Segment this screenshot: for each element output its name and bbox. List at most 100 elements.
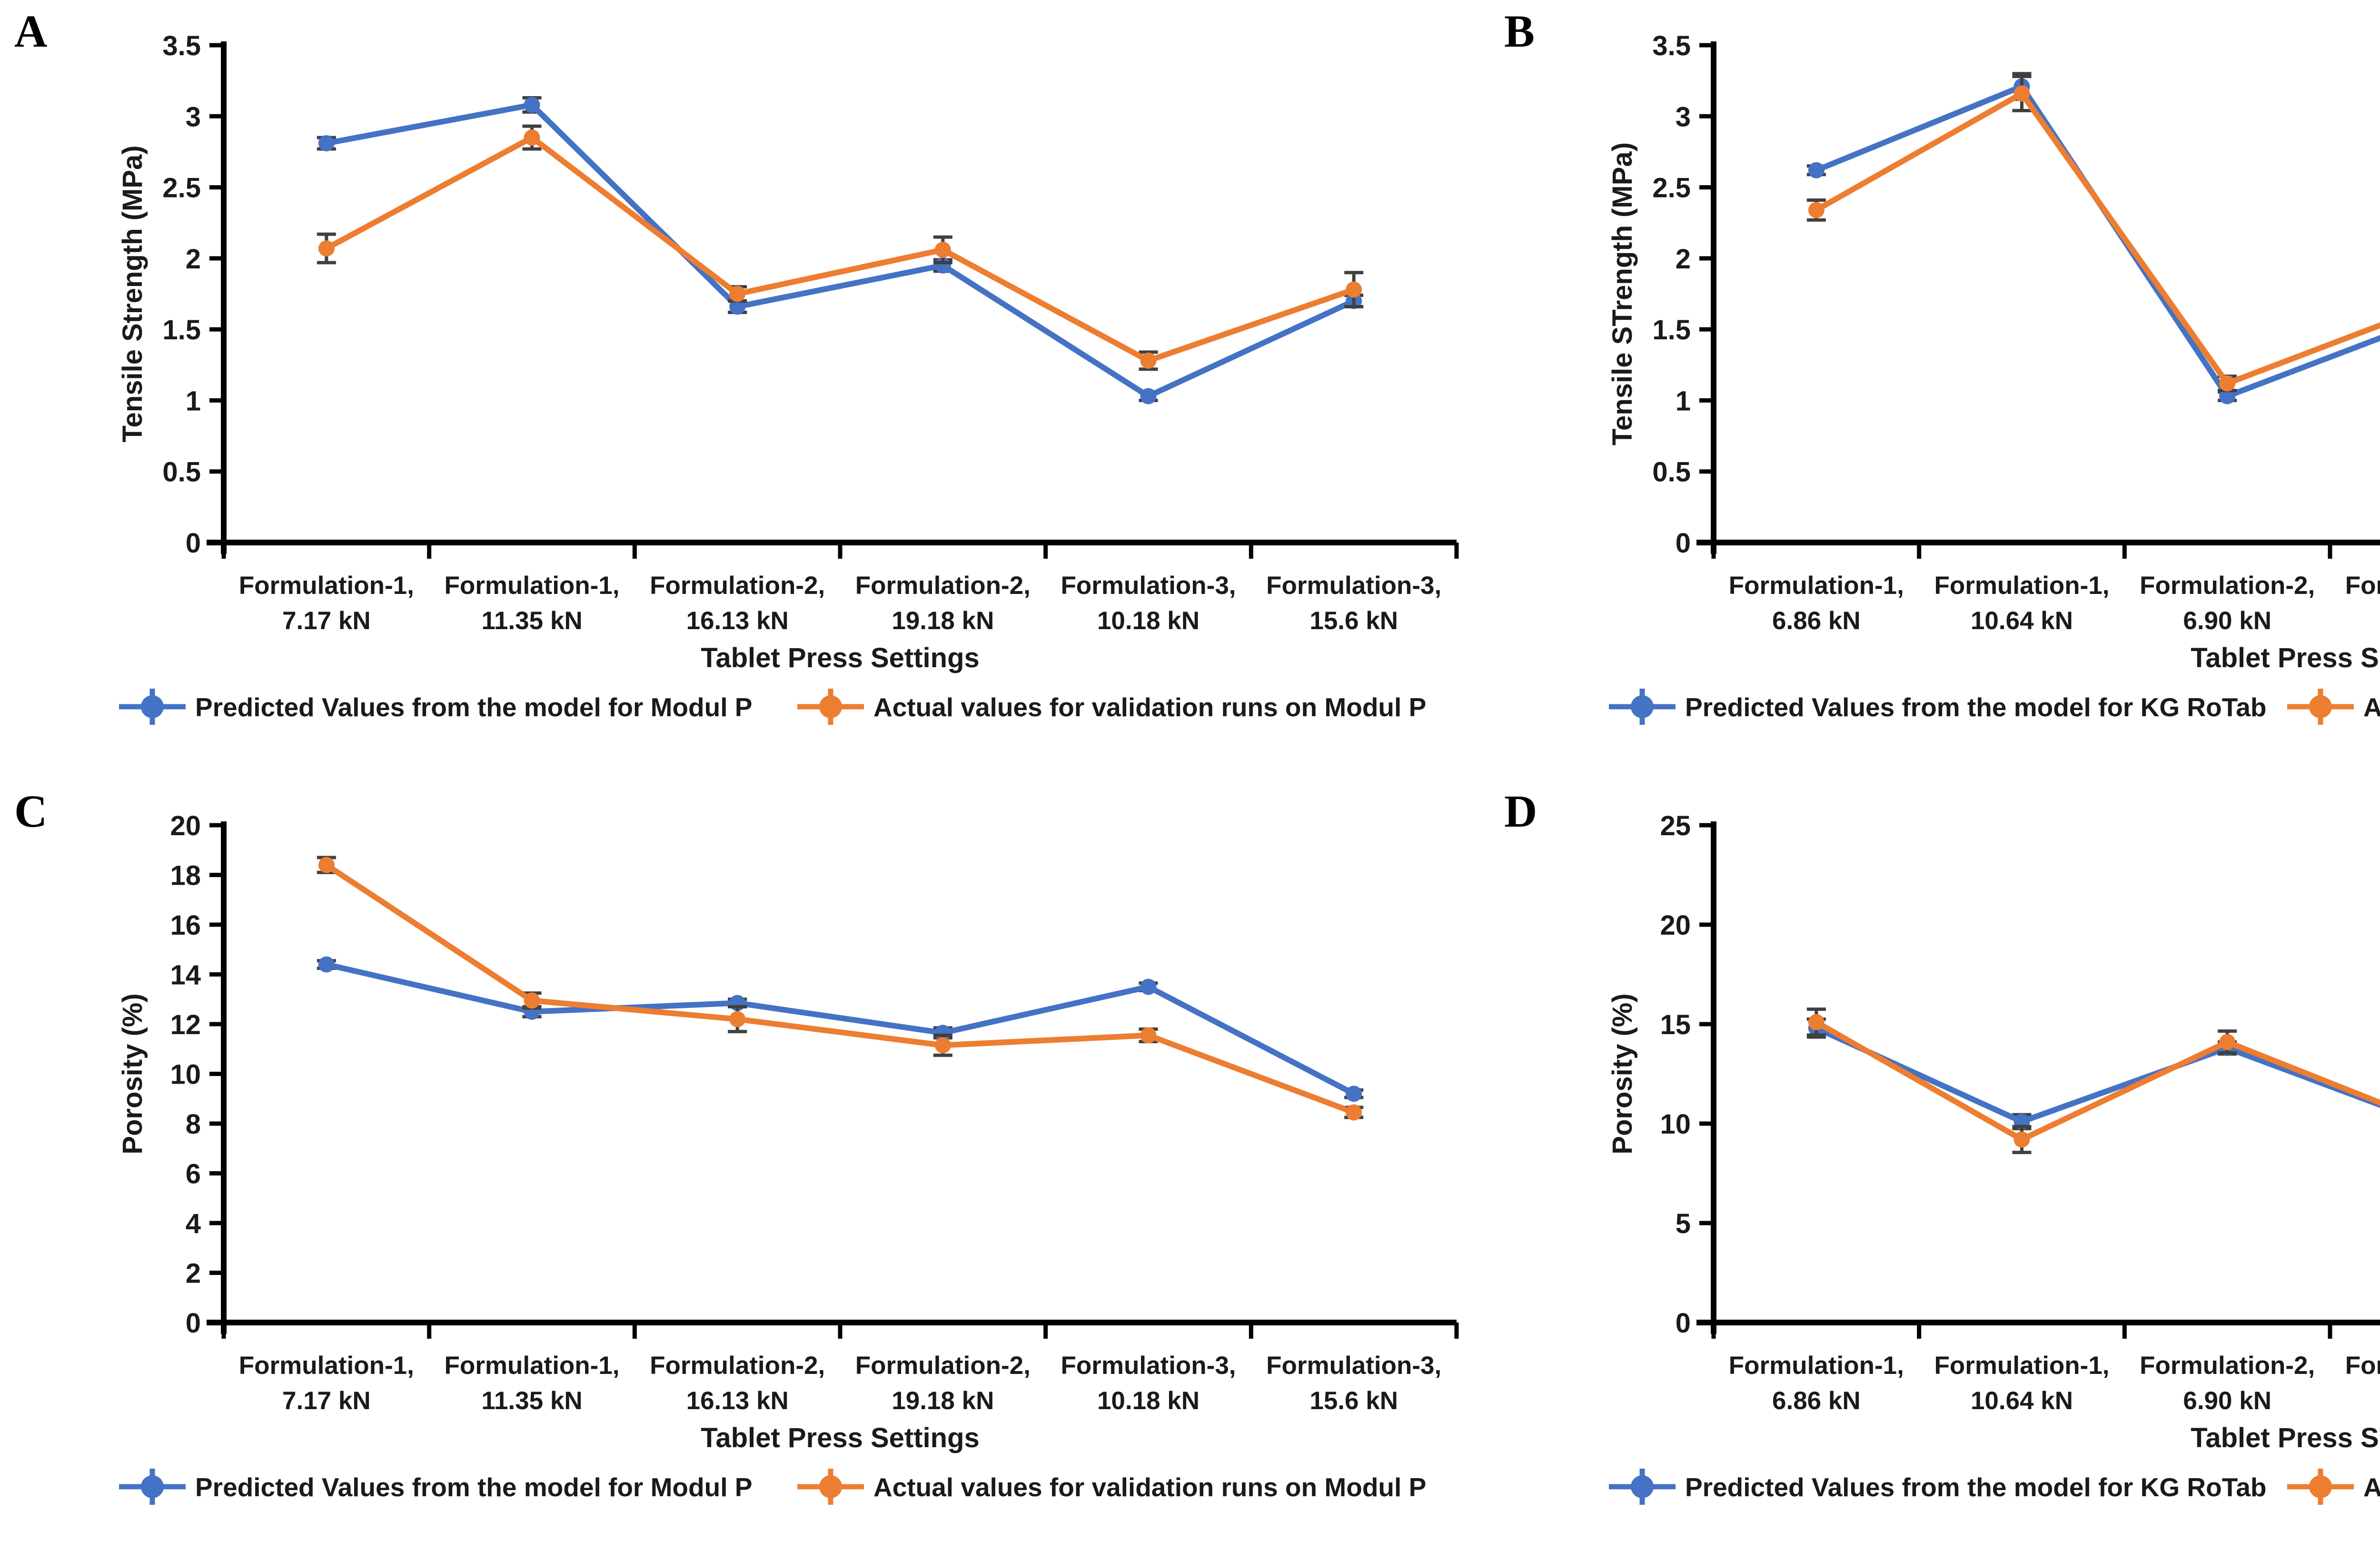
x-category-line2: 11.35 kN	[481, 1387, 582, 1415]
panel-c-label: C	[14, 786, 48, 837]
series-line-2	[323, 135, 1357, 364]
y-tick-label: 20	[170, 810, 201, 841]
y-tick-label: 6	[186, 1159, 201, 1190]
error-bars-series-1	[1806, 72, 2237, 402]
x-category-line1: Formulation-1,	[239, 1352, 414, 1380]
legend-key-marker	[819, 695, 842, 718]
y-axis-title: Tensile Strength (MPa)	[117, 145, 148, 442]
x-category-line1: Formulation-1,	[239, 572, 414, 600]
data-point-marker	[318, 240, 335, 257]
legend-label: Actual values for validation runs on Mod…	[873, 692, 1426, 722]
x-category-line2: 16.13 kN	[686, 1387, 789, 1415]
y-tick-label: 25	[1660, 810, 1691, 841]
x-axis-ticks	[1711, 1323, 2332, 1339]
y-tick-label: 0	[186, 528, 201, 559]
legend-key-marker	[1631, 1475, 1654, 1498]
x-axis-ticks	[221, 1323, 1459, 1339]
series-markers-1	[318, 956, 1362, 1102]
x-category-line1: Formulation-1,	[1729, 572, 1904, 600]
x-category-line1: Formulation-2,	[650, 572, 825, 600]
x-category-labels: Formulation-1, 7.17 kN Formulation-1, 11.35…	[239, 1352, 1441, 1415]
y-axis-title: Tensile STrength (MPa)	[1607, 142, 1638, 445]
series-markers-2	[318, 129, 1362, 369]
y-tick-label: 1.5	[162, 315, 201, 346]
x-category-line2: 10.18 kN	[1097, 1387, 1200, 1415]
y-tick-label: 10	[1660, 1109, 1691, 1140]
x-category-line2: 10.18 kN	[1097, 607, 1200, 635]
x-axis-title: Tablet Press Settings	[701, 1422, 980, 1453]
y-tick-label: 18	[170, 860, 201, 891]
legend-label: Actual values for validation runs on KG …	[2363, 1472, 2380, 1502]
legend-key-marker	[2309, 695, 2332, 718]
legend-label: Predicted Values from the model for Modu…	[195, 1472, 752, 1502]
x-category-line2: 11.35 kN	[481, 607, 582, 635]
data-point-marker	[524, 992, 540, 1009]
y-tick-label: 16	[170, 910, 201, 941]
legend: Predicted Values from the model for KG R…	[1609, 689, 2380, 725]
series-markers-2	[1808, 1014, 2236, 1148]
x-axis-title: Tablet Press Settings	[2191, 1422, 2380, 1453]
x-category-line2: 15.6 kN	[1309, 1387, 1398, 1415]
error-bars-series-2	[1806, 1007, 2237, 1155]
panel-b-label: B	[1504, 6, 1535, 57]
y-tick-label: 14	[170, 960, 201, 991]
x-category-labels: Formulation-1, 7.17 kN Formulation-1, 11.35…	[239, 572, 1441, 635]
x-category-line1: Formulation-1,	[1729, 1352, 1904, 1380]
y-axis-title: Porosity (%)	[117, 993, 148, 1154]
x-category-line2: 6.86 kN	[1772, 607, 1861, 635]
panel-a: A 0 0.5 1 1.5 2 2.5 3 3.5 Formulation-1, 7.17 kN F…	[0, 0, 1490, 780]
legend-key-marker	[819, 1475, 842, 1498]
data-point-marker	[524, 97, 540, 113]
y-tick-label: 1	[1676, 385, 1691, 416]
series-markers-1	[1808, 78, 2236, 405]
legend-label: Predicted Values from the model for Modu…	[195, 692, 752, 722]
x-category-line1: Formulation-1,	[444, 572, 619, 600]
error-bars-series-1	[317, 96, 1364, 402]
panel-a-label: A	[14, 6, 48, 57]
y-tick-label: 0.5	[1652, 457, 1691, 488]
legend-label: Actual values for validation runs on Mod…	[873, 1472, 1426, 1502]
y-tick-label: 3	[1676, 101, 1691, 132]
x-category-line2: 15.6 kN	[1309, 607, 1398, 635]
x-category-line2: 10.64 kN	[1971, 607, 2073, 635]
panel-b: B 0 0.5 1 1.5 2 2.5 3 3.5 Formulation-1, 6.86 kN F…	[1490, 0, 2380, 780]
x-category-line1: Formulation-2,	[650, 1352, 825, 1380]
legend-key-marker	[141, 695, 164, 718]
data-point-marker	[318, 135, 335, 152]
y-tick-label: 5	[1676, 1208, 1691, 1239]
x-category-line1: Formulation-2,	[2345, 1352, 2380, 1380]
series-line-1	[1813, 83, 2380, 399]
y-tick-label: 0	[186, 1308, 201, 1339]
data-point-marker	[318, 857, 335, 873]
series-line-2	[1813, 1019, 2380, 1143]
x-category-line1: Formulation-1,	[444, 1352, 619, 1380]
y-tick-label: 2	[1676, 244, 1691, 275]
x-category-line2: 19.18 kN	[892, 607, 994, 635]
y-tick-label: 20	[1660, 910, 1691, 941]
x-category-line2: 6.90 kN	[2183, 607, 2271, 635]
y-axis-ticks: 0 0.5 1 1.5 2 2.5 3 3.5	[1652, 30, 1715, 559]
y-tick-label: 8	[186, 1109, 201, 1140]
data-point-marker	[934, 241, 951, 258]
legend-label: Predicted Values from the model for KG R…	[1685, 1472, 2266, 1502]
axes	[207, 821, 1457, 1334]
legend: Predicted Values from the model for Modu…	[119, 689, 1426, 725]
series-line-1	[323, 961, 1357, 1097]
data-point-marker	[1140, 1027, 1157, 1044]
y-tick-label: 1.5	[1652, 315, 1691, 346]
data-point-marker	[318, 956, 335, 973]
y-tick-label: 12	[170, 1009, 201, 1040]
data-point-marker	[1346, 1086, 1362, 1102]
data-point-marker	[524, 129, 540, 146]
y-tick-label: 3.5	[1652, 30, 1691, 61]
y-tick-label: 0	[1676, 1308, 1691, 1339]
error-bars-series-2	[1806, 75, 2237, 393]
x-category-line2: 10.64 kN	[1971, 1387, 2073, 1415]
x-category-line2: 6.90 kN	[2183, 1387, 2271, 1415]
data-point-marker	[1808, 202, 1825, 218]
x-axis-ticks	[1711, 543, 2332, 559]
y-tick-label: 3	[186, 101, 201, 132]
x-category-line1: Formulation-3,	[1266, 1352, 1441, 1380]
